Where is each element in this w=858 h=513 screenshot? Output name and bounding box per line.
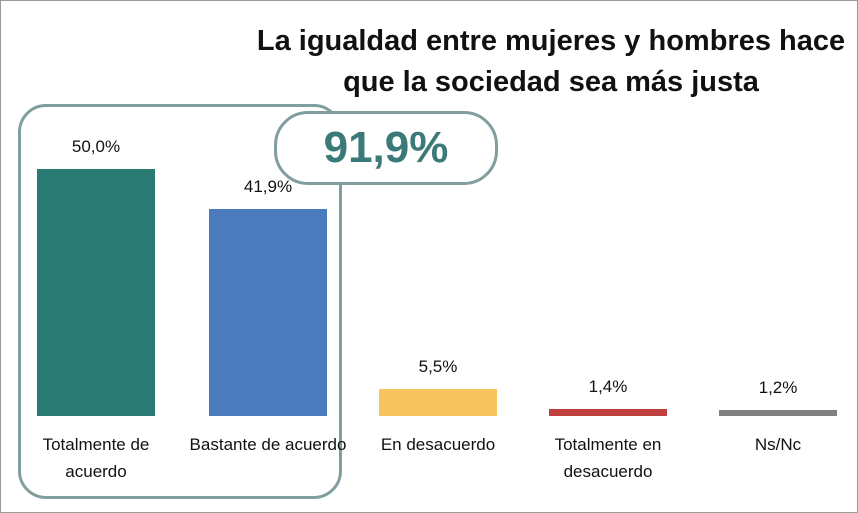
x-tick-label: Ns/Nc <box>754 435 802 454</box>
bar <box>209 209 327 416</box>
bar <box>549 409 667 416</box>
annotation: 91,9% <box>274 111 498 185</box>
x-tick-label: Bastante de acuerdo <box>189 435 347 454</box>
x-tick-label: Totalmente en desacuerdo <box>554 435 662 481</box>
value-label: 1,4% <box>588 377 628 397</box>
group-outline <box>18 104 342 499</box>
value-label: 50,0% <box>71 137 121 156</box>
bar <box>37 169 155 416</box>
x-tick-label: En desacuerdo <box>380 435 496 454</box>
value-label: 41,9% <box>243 177 293 196</box>
bar <box>379 388 497 416</box>
chart-title: La igualdad entre mujeres y hombres hace… <box>256 25 846 98</box>
value-label: 5,5% <box>418 356 458 376</box>
x-tick-label: Totalmente de acuerdo <box>42 435 150 481</box>
bar <box>719 410 837 416</box>
value-label: 1,2% <box>758 378 798 398</box>
